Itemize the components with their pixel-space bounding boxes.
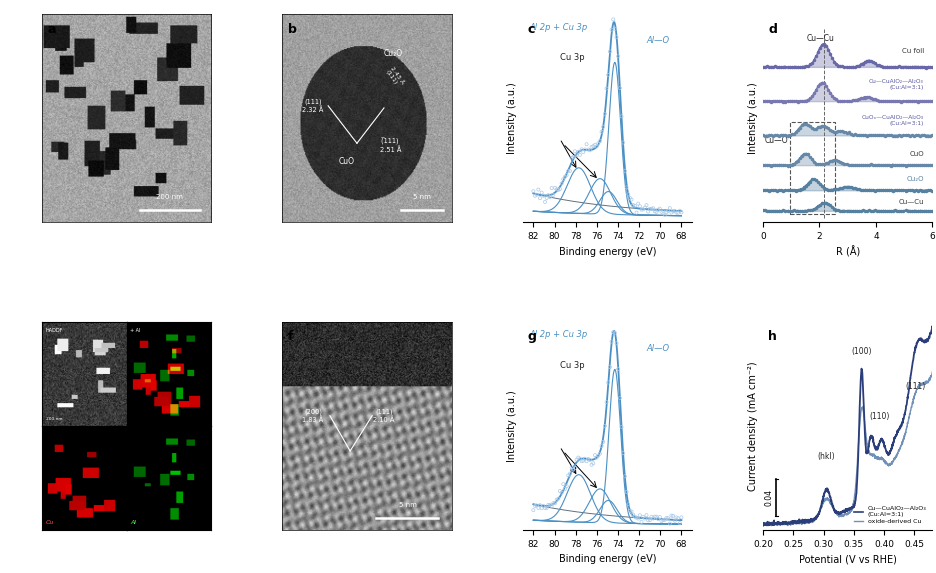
Point xyxy=(546,190,561,199)
Point xyxy=(577,454,592,464)
Point xyxy=(638,201,653,210)
Point xyxy=(602,363,617,372)
Text: Cu—Cu: Cu—Cu xyxy=(898,199,923,205)
Point xyxy=(577,145,592,154)
Point xyxy=(557,484,572,493)
Point xyxy=(619,183,634,192)
Point xyxy=(592,136,607,146)
Point xyxy=(604,25,619,34)
Point xyxy=(587,450,602,460)
Point xyxy=(537,197,552,206)
Point xyxy=(636,203,651,213)
Text: b: b xyxy=(287,23,296,36)
Point xyxy=(567,147,582,156)
Point xyxy=(585,458,600,468)
Text: Cu 3p: Cu 3p xyxy=(560,361,584,370)
Point xyxy=(625,201,640,210)
Bar xyxy=(789,121,834,214)
Point xyxy=(666,206,681,215)
Point xyxy=(550,494,565,503)
Point xyxy=(534,188,548,197)
Point xyxy=(623,195,638,204)
Text: (100): (100) xyxy=(851,347,870,356)
Point xyxy=(527,501,542,511)
Point xyxy=(619,488,634,497)
Point xyxy=(562,166,577,175)
Point xyxy=(604,337,619,346)
Point xyxy=(583,460,598,469)
Point xyxy=(565,152,580,162)
Point xyxy=(613,422,628,431)
Point xyxy=(653,207,668,217)
Point xyxy=(642,516,657,525)
Point xyxy=(608,33,623,42)
Point xyxy=(557,172,572,182)
Point xyxy=(655,516,670,525)
Point xyxy=(649,512,664,521)
Point xyxy=(625,510,640,519)
Point xyxy=(589,453,604,462)
Point xyxy=(623,507,638,516)
Point xyxy=(653,516,668,525)
Point xyxy=(640,516,655,525)
Point xyxy=(561,471,576,480)
Point xyxy=(605,328,620,337)
Point xyxy=(540,500,555,509)
Text: 5 nm: 5 nm xyxy=(399,502,417,508)
Point xyxy=(597,421,612,430)
Point xyxy=(665,511,680,520)
X-axis label: Binding energy (eV): Binding energy (eV) xyxy=(558,246,655,257)
Point xyxy=(580,454,595,464)
Point xyxy=(668,513,683,522)
Point xyxy=(542,193,557,202)
Point xyxy=(647,512,662,521)
Point xyxy=(622,194,636,203)
Y-axis label: Intensity (a.u.): Intensity (a.u.) xyxy=(506,390,517,462)
Point xyxy=(671,519,686,528)
Point xyxy=(617,472,632,481)
Text: Cu—Cu: Cu—Cu xyxy=(806,34,834,42)
Text: d: d xyxy=(768,23,776,36)
Point xyxy=(593,441,608,450)
Point xyxy=(553,179,568,188)
Text: (111)
2.32 Å: (111) 2.32 Å xyxy=(302,99,323,113)
Text: CuOₓ—CuAlO₂—Al₂O₃
(Cu:Al=3:1): CuOₓ—CuAlO₂—Al₂O₃ (Cu:Al=3:1) xyxy=(861,116,923,126)
Point xyxy=(638,511,653,520)
Text: g: g xyxy=(527,331,536,343)
Point xyxy=(628,513,643,522)
Point xyxy=(670,208,685,217)
Point xyxy=(607,328,622,337)
Point xyxy=(608,339,623,348)
Point xyxy=(572,454,587,463)
Point xyxy=(561,166,576,175)
Text: 200 nm: 200 nm xyxy=(156,194,183,201)
Point xyxy=(627,512,642,521)
Text: h: h xyxy=(768,331,776,343)
Point xyxy=(568,455,583,464)
Point xyxy=(645,514,660,523)
Point xyxy=(612,394,627,403)
Y-axis label: Current density (mA cm⁻²): Current density (mA cm⁻²) xyxy=(747,361,756,491)
Text: Cu—CuAlO₂—Al₂O₃
(Cu:Al=3:1): Cu—CuAlO₂—Al₂O₃ (Cu:Al=3:1) xyxy=(868,79,923,90)
Text: 2.43 Å
(111): 2.43 Å (111) xyxy=(384,65,404,88)
Point xyxy=(664,511,679,520)
Point xyxy=(650,205,665,214)
Point xyxy=(562,469,577,478)
Point xyxy=(658,513,673,523)
Point xyxy=(670,514,685,523)
Point xyxy=(602,47,617,56)
Point xyxy=(673,208,688,217)
Point xyxy=(568,151,583,160)
Point xyxy=(574,457,589,466)
Point xyxy=(590,451,605,460)
Point xyxy=(665,207,680,216)
Point xyxy=(613,112,628,121)
Point xyxy=(622,507,636,516)
Point xyxy=(548,495,563,504)
Point xyxy=(598,398,613,407)
Text: (̅111)
2.51 Å: (̅111) 2.51 Å xyxy=(380,138,401,152)
Point xyxy=(664,208,679,217)
Point xyxy=(589,142,604,151)
Point xyxy=(552,185,567,194)
Point xyxy=(649,207,664,217)
